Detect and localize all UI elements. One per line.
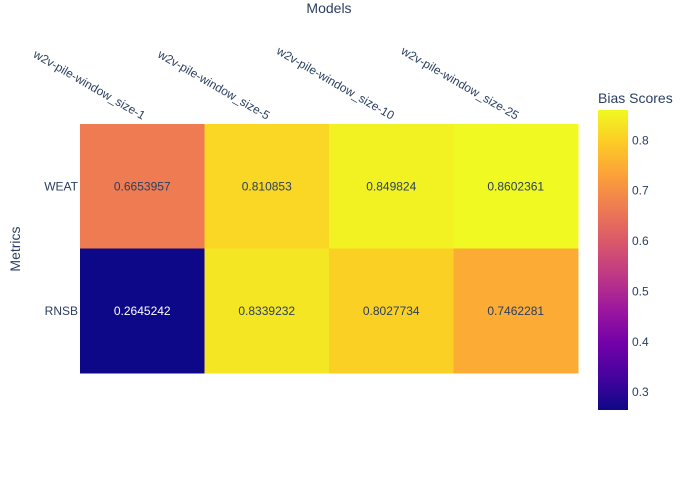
colorbar-tick-label: 0.3 [632,385,649,399]
cell-value-label: 0.8602361 [487,179,544,193]
heatmap-cell [80,248,205,374]
x-axis-title: Models [306,0,351,16]
y-tick-label: WEAT [44,179,78,193]
x-tick-label: w2v-pile-window_size-5 [155,47,273,123]
cell-value-label: 0.8339232 [238,304,295,318]
y-tick-label: RNSB [45,304,78,318]
heatmap-cell [453,248,579,374]
colorbar-tick-label: 0.6 [632,234,649,248]
y-axis-ticks: WEAT RNSB [44,179,78,318]
colorbar-ticks: 0.3 0.4 0.5 0.6 0.7 0.8 [632,133,649,399]
x-tick-label: w2v-pile-window_size-25 [398,43,522,122]
colorbar-title: Bias Scores [598,90,673,106]
cell-value-label: 0.810853 [242,179,292,193]
colorbar-tick-label: 0.7 [632,184,649,198]
heatmap-cell [80,124,205,249]
colorbar-tick-label: 0.4 [632,335,649,349]
y-axis-title: Metrics [7,226,23,271]
cell-value-label: 0.849824 [366,179,416,193]
cell-value-label: 0.6653957 [114,179,171,193]
heatmap-cell [329,248,454,374]
heatmap-cell [453,124,579,249]
cell-value-label: 0.7462281 [487,304,544,318]
heatmap-cells: 0.6653957 0.810853 0.849824 0.8602361 0.2645… [80,124,579,374]
x-tick-label: w2v-pile-window_size-10 [273,43,397,122]
colorbar [598,110,628,410]
cell-value-label: 0.8027734 [363,304,420,318]
heatmap-cell [204,124,330,249]
colorbar-tick-label: 0.8 [632,133,649,147]
heatmap-cell [329,124,454,249]
heatmap-cell [204,248,330,374]
cell-value-label: 0.2645242 [114,304,171,318]
x-tick-label: w2v-pile-window_size-1 [30,47,148,123]
colorbar-tick-label: 0.5 [632,284,649,298]
x-axis-ticks: w2v-pile-window_size-1 w2v-pile-window_si… [30,43,521,122]
